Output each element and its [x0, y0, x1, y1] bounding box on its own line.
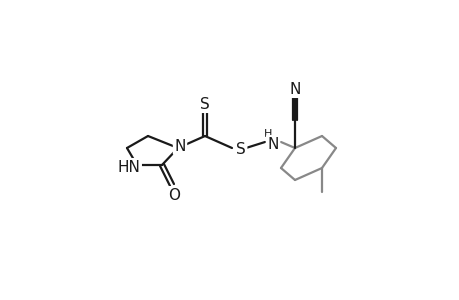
Text: N: N	[289, 82, 300, 97]
Text: S: S	[235, 142, 246, 157]
Text: H: H	[263, 129, 272, 139]
Text: N: N	[174, 139, 185, 154]
Text: S: S	[200, 97, 209, 112]
Text: O: O	[168, 188, 179, 202]
Text: HN: HN	[118, 160, 140, 175]
Text: N: N	[267, 136, 278, 152]
